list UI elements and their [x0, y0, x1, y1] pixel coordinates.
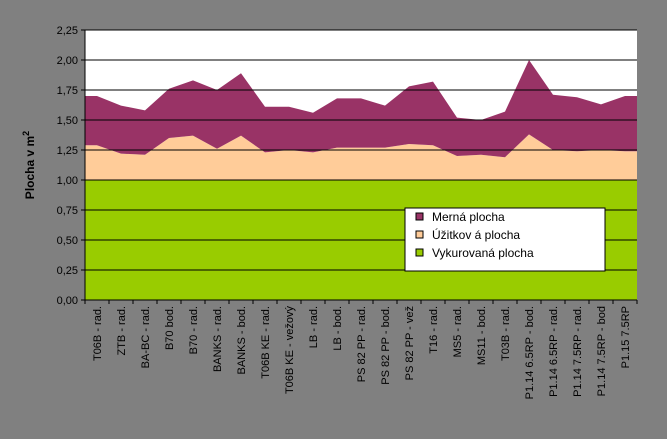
x-axis-ticks: T06B - rad. ZTB - rad. BA-BC - rad. B70 bod…	[84, 300, 638, 399]
x-tick-label: MS5 - rad.	[452, 306, 464, 357]
x-tick-label: PS 82 PP - vež	[404, 306, 416, 380]
x-tick-label: P1.14 6.5RP - rad.	[548, 306, 560, 397]
y-tick-label: 1,50	[57, 115, 78, 127]
y-tick-label: 0,75	[57, 205, 78, 217]
x-tick-label: P1.15 7.5RP	[620, 306, 632, 368]
x-tick-label: PS 82 PP - bod.	[380, 306, 392, 385]
legend-box	[404, 207, 606, 272]
area-mern-plocha	[85, 60, 637, 158]
x-tick-label: T06B KE - vežový	[284, 306, 296, 395]
y-tick-label: 1,75	[57, 85, 78, 97]
x-tick-label: P1.14 7.5RP - rad.	[572, 306, 584, 397]
y-axis-label: Plocha v m2	[21, 131, 37, 199]
y-tick-label: 2,00	[57, 55, 78, 67]
y-tick-label: 2,25	[57, 25, 78, 37]
x-tick-label: B70 bod.	[164, 306, 176, 350]
legend-swatch	[415, 212, 424, 221]
x-tick-label: T06B KE - rad.	[260, 306, 272, 379]
x-tick-label: BANKS - rad.	[212, 306, 224, 372]
legend: Merná plocha Úžitkov á plocha Vykurovaná p…	[404, 207, 606, 272]
x-tick-label: BA-BC - rad.	[140, 306, 152, 368]
x-tick-label: LB - rad.	[308, 306, 320, 348]
legend-label: Vykurovaná plocha	[432, 246, 534, 260]
x-tick-label: MS11 - bod.	[476, 306, 488, 365]
y-tick-label: 1,25	[57, 145, 78, 157]
y-tick-label: 1,00	[57, 175, 78, 187]
legend-swatch	[415, 248, 424, 257]
x-tick-label: T16 - rad.	[428, 306, 440, 354]
legend-label: Úžitkov á plocha	[432, 227, 520, 242]
x-tick-label: P1.14 7.5RP - bod	[596, 306, 608, 396]
x-tick-label: PS 82 PP - rad.	[356, 306, 368, 382]
legend-swatch	[415, 230, 424, 239]
legend-label: Merná plocha	[432, 210, 505, 224]
x-tick-label: T06B - rad.	[92, 306, 104, 361]
area--itkov-plocha	[85, 134, 637, 180]
y-tick-label: 0,25	[57, 265, 78, 277]
x-tick-label: LB - bod.	[332, 306, 344, 351]
x-tick-label: BANKS - bod.	[236, 306, 248, 374]
y-tick-label: 0,50	[57, 235, 78, 247]
x-tick-label: B70 - rad.	[188, 306, 200, 354]
y-tick-label: 0,00	[57, 295, 78, 307]
y-axis-ticks: 0,00 0,25 0,50 0,75 1,00 1,25 1,50 1,75 2,00 2,25	[57, 25, 85, 307]
x-tick-label: ZTB - rad.	[116, 306, 128, 356]
x-tick-label: T03B - rad.	[500, 306, 512, 361]
x-tick-label: P1.14 6.5RP - bod.	[524, 306, 536, 399]
